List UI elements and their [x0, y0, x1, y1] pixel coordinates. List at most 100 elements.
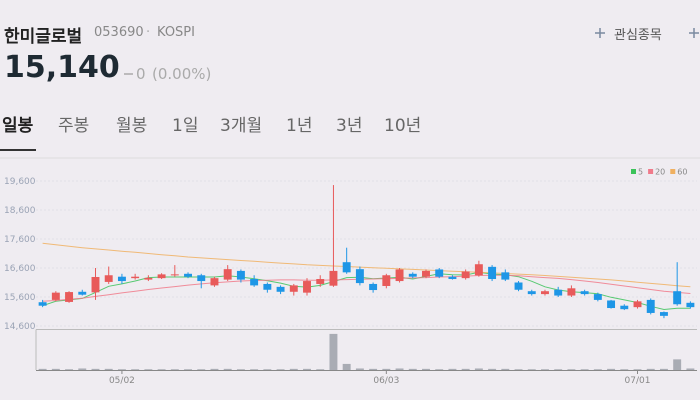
candle-body [289, 285, 298, 292]
y-tick-label: 16,600 [4, 264, 36, 274]
candle-body [144, 277, 153, 280]
volume-bar [236, 369, 245, 370]
stock-code: 053690 [94, 25, 144, 40]
volume-bar [527, 369, 536, 370]
candle-body [197, 275, 206, 282]
volume-bar [554, 369, 563, 370]
volume-bar [38, 368, 47, 370]
volume-bar [117, 369, 126, 370]
legend-label: 5 [638, 168, 643, 177]
y-tick-label: 19,600 [4, 177, 36, 187]
active-tab-underline [0, 149, 36, 151]
candle-body [567, 288, 576, 296]
candle-body [686, 302, 695, 308]
volume-bar [435, 369, 444, 370]
volume-bar [474, 368, 483, 370]
candle-body [78, 291, 87, 295]
volume-bar [303, 368, 311, 370]
candle-body [170, 274, 179, 276]
candle-body [527, 291, 536, 295]
candle-body [382, 275, 391, 286]
candle-body [210, 278, 219, 286]
candle-body [620, 305, 629, 310]
volume-bar [170, 369, 179, 370]
volume-bar [461, 368, 470, 370]
plus-icon[interactable] [594, 27, 606, 39]
volume-bar [144, 369, 153, 370]
flat-icon [124, 73, 133, 75]
stock-name: 한미글로벌 [4, 27, 83, 47]
candle-body [329, 270, 338, 286]
volume-bar [633, 369, 642, 370]
volume-bar [369, 368, 378, 370]
volume-bar [131, 369, 140, 370]
candle-body [355, 269, 364, 284]
x-tick-label: 07/01 [625, 376, 651, 386]
candle-body [250, 279, 259, 286]
volume-bar [422, 368, 430, 370]
volume-bar [276, 369, 285, 370]
volume-bar [673, 359, 682, 370]
volume-bar [157, 369, 166, 370]
volume-bar [197, 369, 206, 370]
candle-body [501, 272, 510, 280]
volume-bar [65, 369, 74, 370]
volume-bar [316, 369, 325, 370]
price-change-pct: (0.00%) [152, 65, 212, 83]
period-tab[interactable]: 일봉 [2, 116, 34, 136]
volume-bar [659, 368, 668, 370]
volume-bar [580, 369, 589, 370]
volume-bar [78, 368, 87, 370]
moving-average-line [42, 274, 691, 302]
volume-bar [607, 368, 616, 370]
y-tick-label: 15,600 [4, 293, 36, 303]
watch-button[interactable]: 관심종목 [614, 28, 662, 43]
volume-bar [488, 368, 497, 370]
candle-body [342, 262, 351, 273]
period-tab[interactable]: 10년 [384, 116, 422, 136]
x-tick-label: 06/03 [373, 376, 399, 386]
volume-bar [382, 368, 391, 370]
volume-bar [620, 369, 629, 370]
more-icon[interactable] [688, 27, 700, 39]
candle-body [461, 271, 470, 279]
volume-bar [448, 368, 457, 370]
volume-bar [342, 363, 351, 370]
volume-bar [408, 368, 417, 370]
volume-bar [104, 368, 113, 370]
volume-bar [184, 369, 192, 370]
volume-bar [355, 368, 364, 370]
period-tab[interactable]: 1일 [172, 116, 199, 136]
volume-bar [289, 368, 298, 370]
volume-bar [250, 369, 259, 370]
volume-bar [210, 368, 219, 370]
candle-body [673, 291, 682, 305]
moving-average-line [42, 242, 691, 288]
candle-body [607, 300, 616, 309]
candle-body [488, 266, 497, 280]
candle-body [91, 276, 100, 293]
candle-body [38, 302, 47, 306]
candle-body [448, 276, 457, 280]
volume-bar [223, 368, 232, 370]
period-tab[interactable]: 주봉 [58, 116, 90, 136]
period-tab[interactable]: 3개월 [220, 116, 263, 136]
candle-body [633, 301, 642, 308]
candle-body [51, 292, 60, 300]
candle-body [659, 312, 668, 316]
market: KOSPI [157, 25, 195, 40]
period-tab[interactable]: 월봉 [116, 116, 148, 136]
legend-label: 20 [655, 168, 665, 177]
candle-body [117, 276, 126, 282]
candle-body [184, 273, 192, 277]
legend-swatch [631, 169, 636, 174]
period-tab[interactable]: 3년 [336, 116, 363, 136]
separator: · [146, 25, 151, 40]
y-tick-label: 18,600 [4, 206, 36, 216]
volume-bar [541, 369, 549, 370]
period-tab[interactable]: 1년 [286, 116, 313, 136]
volume-bar [51, 368, 60, 370]
volume-bar [593, 369, 602, 370]
candle-body [263, 283, 272, 290]
